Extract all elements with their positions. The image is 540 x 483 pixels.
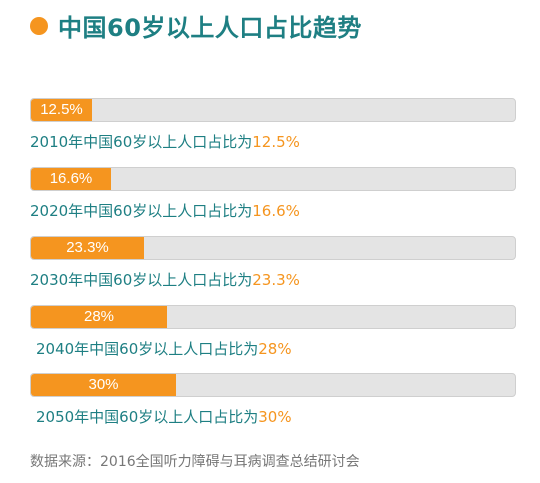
bar-fill: 28% [31,306,167,328]
caption-text: 2050年中国60岁以上人口占比为 [36,408,259,426]
chart-title: 中国60岁以上人口占比趋势 [58,14,362,42]
caption-text: 2010年中国60岁以上人口占比为 [30,133,253,151]
bar-fill: 30% [31,374,176,396]
bar-track: 28% [30,305,516,329]
caption-value: 16.6% [252,202,300,220]
caption-text: 2040年中国60岁以上人口占比为 [36,340,259,358]
bar-caption: 2040年中国60岁以上人口占比为28% [36,338,516,359]
bar-track: 30% [30,373,516,397]
caption-value: 23.3% [252,271,300,289]
bar-row-2020: 16.6% 2020年中国60岁以上人口占比为16.6% [30,167,516,221]
title-row: 中国60岁以上人口占比趋势 [30,8,362,43]
bar-fill: 12.5% [31,99,92,121]
bar-track: 23.3% [30,236,516,260]
bar-caption: 2050年中国60岁以上人口占比为30% [36,406,516,427]
bar-row-2050: 30% 2050年中国60岁以上人口占比为30% [30,373,516,427]
bar-track: 16.6% [30,167,516,191]
bar-caption: 2020年中国60岁以上人口占比为16.6% [30,200,516,221]
caption-text: 2020年中国60岁以上人口占比为 [30,202,253,220]
source-note: 数据来源：2016全国听力障碍与耳病调查总结研讨会 [30,454,360,470]
bar-row-2010: 12.5% 2010年中国60岁以上人口占比为12.5% [30,98,516,152]
caption-value: 12.5% [252,133,300,151]
bullet-dot-icon [30,16,48,35]
bar-caption: 2030年中国60岁以上人口占比为23.3% [30,269,516,290]
bar-row-2030: 23.3% 2030年中国60岁以上人口占比为23.3% [30,236,516,290]
caption-value: 30% [258,408,292,426]
bar-caption: 2010年中国60岁以上人口占比为12.5% [30,131,516,152]
bar-fill: 23.3% [31,237,144,259]
bar-track: 12.5% [30,98,516,122]
bar-fill: 16.6% [31,168,111,190]
caption-value: 28% [258,340,292,358]
bar-row-2040: 28% 2040年中国60岁以上人口占比为28% [30,305,516,359]
caption-text: 2030年中国60岁以上人口占比为 [30,271,253,289]
